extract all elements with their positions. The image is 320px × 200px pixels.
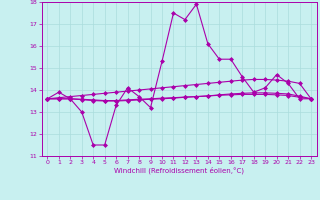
X-axis label: Windchill (Refroidissement éolien,°C): Windchill (Refroidissement éolien,°C) (114, 167, 244, 174)
